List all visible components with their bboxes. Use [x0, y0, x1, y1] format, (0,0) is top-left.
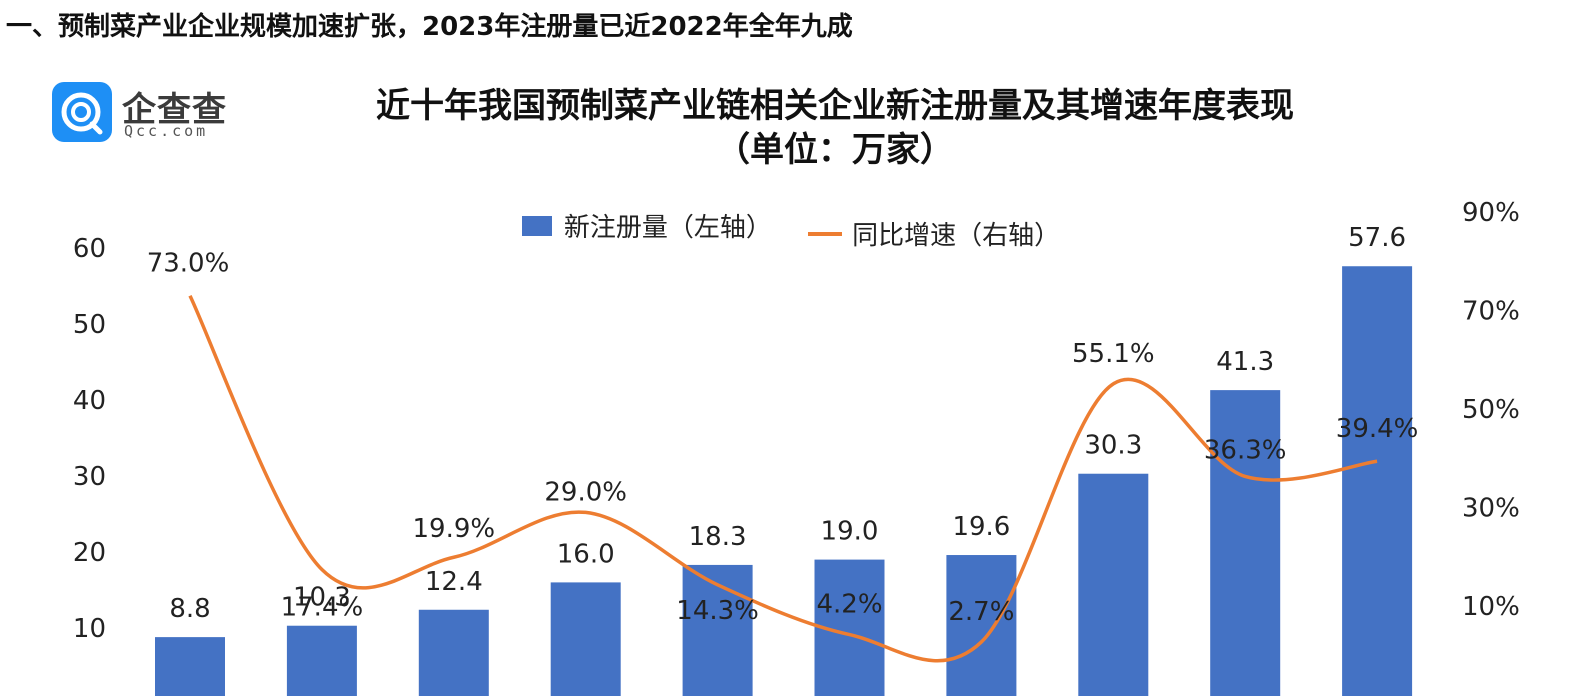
line-value-label: 73.0%: [147, 249, 230, 279]
growth-rate-line: [188, 294, 1378, 663]
chart-title-block: 近十年我国预制菜产业链相关企业新注册量及其增速年度表现 （单位：万家）: [260, 84, 1410, 172]
legend-label-line: 同比增速（右轴）: [852, 221, 1061, 251]
legend-swatch-bar: [521, 215, 552, 236]
line-value-label: 4.2%: [816, 590, 882, 620]
bar: [1078, 473, 1149, 696]
bar: [286, 625, 357, 696]
right-axis-tick-label: 70%: [1462, 297, 1520, 327]
legend-swatch-line: [808, 231, 843, 236]
right-axis-tick-label: 50%: [1462, 395, 1520, 425]
chart-subtitle: （单位：万家）: [716, 130, 954, 170]
line-value-label: 55.1%: [1072, 339, 1155, 369]
bar: [682, 564, 753, 696]
qcc-logo: 企查查 Qcc.com: [52, 82, 252, 144]
bar: [550, 582, 621, 696]
right-axis-tick-label: 90%: [1462, 198, 1520, 228]
line-value-label: 2.7%: [948, 597, 1014, 627]
section-heading: 一、预制菜产业企业规模加速扩张，2023年注册量已近2022年全年九成: [6, 12, 853, 42]
right-axis-tick-label: 10%: [1462, 592, 1520, 622]
line-value-label: 36.3%: [1204, 435, 1287, 465]
line-value-label: 14.3%: [676, 596, 759, 626]
bar-value-label: 10.3: [293, 583, 351, 613]
bar-value-label: 19.0: [821, 517, 879, 547]
logo-brand-text: 企查查: [122, 90, 227, 130]
qcc-logo-icon: [52, 82, 112, 142]
right-axis-tick-label: 30%: [1462, 494, 1520, 524]
legend-label-bars: 新注册量（左轴）: [563, 213, 772, 243]
bar-value-label: 30.3: [1084, 431, 1142, 461]
legend-item-line: 同比增速（右轴）: [808, 215, 1060, 252]
left-axis-tick-label: 60: [73, 234, 106, 264]
bar: [1210, 390, 1281, 696]
left-axis-tick-label: 30: [73, 462, 106, 492]
left-axis-tick-label: 40: [73, 386, 106, 416]
line-value-label: 39.4%: [1336, 414, 1419, 444]
bar-value-label: 12.4: [425, 567, 483, 597]
bar: [1342, 266, 1413, 696]
logo-domain-text: Qcc.com: [124, 122, 209, 140]
line-value-label: 29.0%: [544, 477, 627, 507]
bar: [946, 555, 1017, 696]
bar-value-label: 8.8: [169, 594, 210, 624]
bar-value-label: 19.6: [952, 512, 1010, 542]
bar: [155, 637, 225, 696]
bar-value-label: 41.3: [1216, 347, 1274, 377]
bar-value-label: 16.0: [557, 539, 615, 569]
line-value-label: 19.9%: [412, 514, 495, 544]
legend-item-bars: 新注册量（左轴）: [521, 207, 772, 244]
left-axis-tick-label: 20: [73, 538, 106, 568]
bar-value-label: 57.6: [1348, 223, 1406, 253]
bar-value-label: 18.3: [689, 522, 747, 552]
line-value-label: 17.4%: [281, 593, 364, 623]
left-axis-tick-label: 50: [73, 310, 106, 340]
bar: [418, 609, 489, 696]
left-axis-tick-label: 10: [73, 614, 106, 644]
chart-title: 近十年我国预制菜产业链相关企业新注册量及其增速年度表现: [376, 86, 1294, 126]
chart-legend: 新注册量（左轴） 同比增速（右轴）: [0, 207, 1582, 252]
